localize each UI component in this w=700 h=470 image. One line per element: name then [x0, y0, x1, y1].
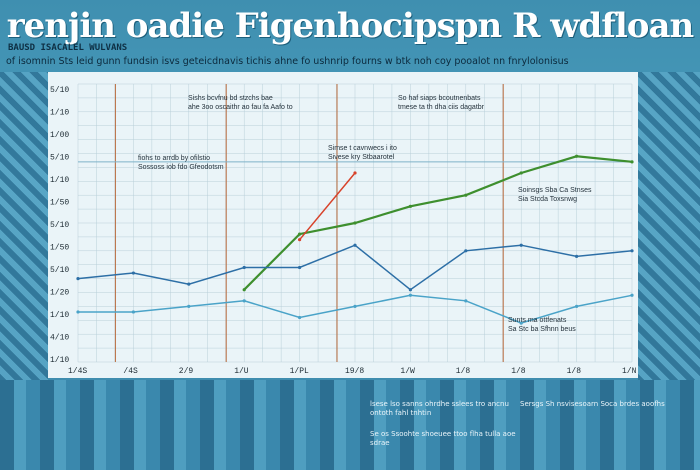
x-tick-label: 1/4S: [68, 367, 87, 376]
annotation-line: Sa Stc ba Sfhnn beus: [508, 326, 576, 333]
data-point: [242, 265, 246, 270]
x-tick-label: 1/N: [622, 367, 637, 376]
data-point: [298, 315, 302, 320]
x-tick-label: 1/8: [456, 367, 471, 376]
data-point: [630, 249, 634, 253]
data-point: [353, 171, 357, 175]
plot-area: 5/10 1/10 1/00 5/10 1/10 1/50 5/10 1/50 5/10 1/20…: [48, 72, 638, 378]
data-point: [464, 249, 468, 253]
series-line-green: [243, 155, 633, 291]
data-point: [464, 299, 468, 303]
bottom-decor-strip: [0, 380, 700, 470]
y-tick-label: 1/20: [50, 289, 69, 298]
data-point: [242, 299, 246, 303]
annotation-line: fiohs to arrdb by ofilstio: [138, 155, 210, 162]
data-point: [353, 304, 357, 308]
x-tick-label: /4S: [123, 367, 138, 376]
annotation-line: tmese ta th dha ciis dagatbr: [398, 104, 485, 111]
annotation-line: ahe 3oo oscaithr ao fau fa Aafo to: [188, 104, 293, 111]
y-tick-label: 5/10: [50, 86, 69, 95]
y-tick-label: 1/10: [50, 356, 69, 365]
x-tick-label: 19/8: [345, 367, 364, 376]
annotation-line: Sunts ma ottfenats: [508, 317, 567, 324]
data-point: [298, 232, 302, 236]
bottom-note-2: Sersgs Sh nsvisesoarn Soca brdes aoofhs: [520, 400, 665, 408]
x-tick-label: 1/8: [511, 367, 526, 376]
data-point: [242, 288, 246, 292]
annotation-line: So haf siaps bcoutnenbats: [398, 95, 481, 102]
data-point: [353, 243, 357, 247]
y-tick-label: 1/00: [50, 131, 69, 140]
x-tick-label: 1/8: [567, 367, 582, 376]
subtitle-tag: BAUSD ISACALEL WULVANS: [8, 43, 128, 53]
data-point: [408, 293, 412, 297]
data-point: [76, 310, 80, 314]
data-point: [575, 154, 579, 158]
chart-title: renjin oadie Figenhocipspn R wdfloan: [6, 6, 694, 46]
left-decor-strip: [0, 72, 48, 382]
x-tick-label: 1/PL: [290, 367, 309, 376]
data-point: [298, 238, 302, 242]
data-point: [131, 271, 135, 275]
data-point: [76, 277, 80, 281]
x-tick-label: 2/9: [179, 367, 194, 376]
data-point: [298, 265, 302, 270]
x-tick-label: 1/W: [400, 367, 415, 376]
data-point: [630, 160, 634, 164]
data-point: [408, 288, 412, 292]
data-point: [519, 171, 523, 175]
data-point: [575, 304, 579, 308]
subtitle: of isomnin Sts leid gunn fundsin isvs ge…: [6, 56, 569, 67]
data-point: [131, 310, 135, 314]
x-tick-label: 1/U: [234, 367, 249, 376]
series-line-red: [299, 172, 356, 241]
line-chart: 5/10 1/10 1/00 5/10 1/10 1/50 5/10 1/50 5/10 1/20…: [50, 83, 637, 376]
annotation-line: Sossoss iob fdo Gfeodotsm: [138, 164, 224, 171]
bottom-note-3: Se os Ssoohte shoeuee ttoo flha tulla ao…: [370, 430, 516, 447]
y-tick-label: 4/10: [50, 334, 69, 343]
data-point: [575, 254, 579, 258]
y-tick-label: 1/50: [50, 199, 69, 208]
data-point: [630, 293, 634, 297]
annotation-line: Simse t cavnwecs i ito: [328, 145, 397, 152]
y-tick-label: 5/10: [50, 221, 69, 230]
data-point: [408, 204, 412, 208]
annotation-line: Sivese kry Stbaarotel: [328, 154, 395, 161]
data-point: [464, 193, 468, 197]
annotation-line: Soinsgs Sba Ca Stnses: [518, 187, 592, 194]
data-point: [519, 243, 523, 247]
data-point: [519, 321, 523, 325]
y-tick-label: 5/10: [50, 154, 69, 163]
bottom-note-1: lsese lso sanns ohrdhe sslees tro ancnu …: [370, 400, 509, 417]
y-tick-label: 5/10: [50, 266, 69, 275]
y-tick-label: 1/10: [50, 109, 69, 118]
y-tick-label: 1/10: [50, 176, 69, 185]
data-point: [187, 304, 191, 308]
annotation-line: Sia Stcda Toxsnwg: [518, 196, 577, 203]
y-tick-label: 1/10: [50, 311, 69, 320]
y-tick-label: 1/50: [50, 244, 69, 253]
data-point: [187, 282, 191, 286]
data-point: [353, 221, 357, 225]
right-decor-strip: [638, 72, 700, 382]
annotation-line: Sishs bcvfnu bd stzchs bae: [188, 95, 273, 102]
